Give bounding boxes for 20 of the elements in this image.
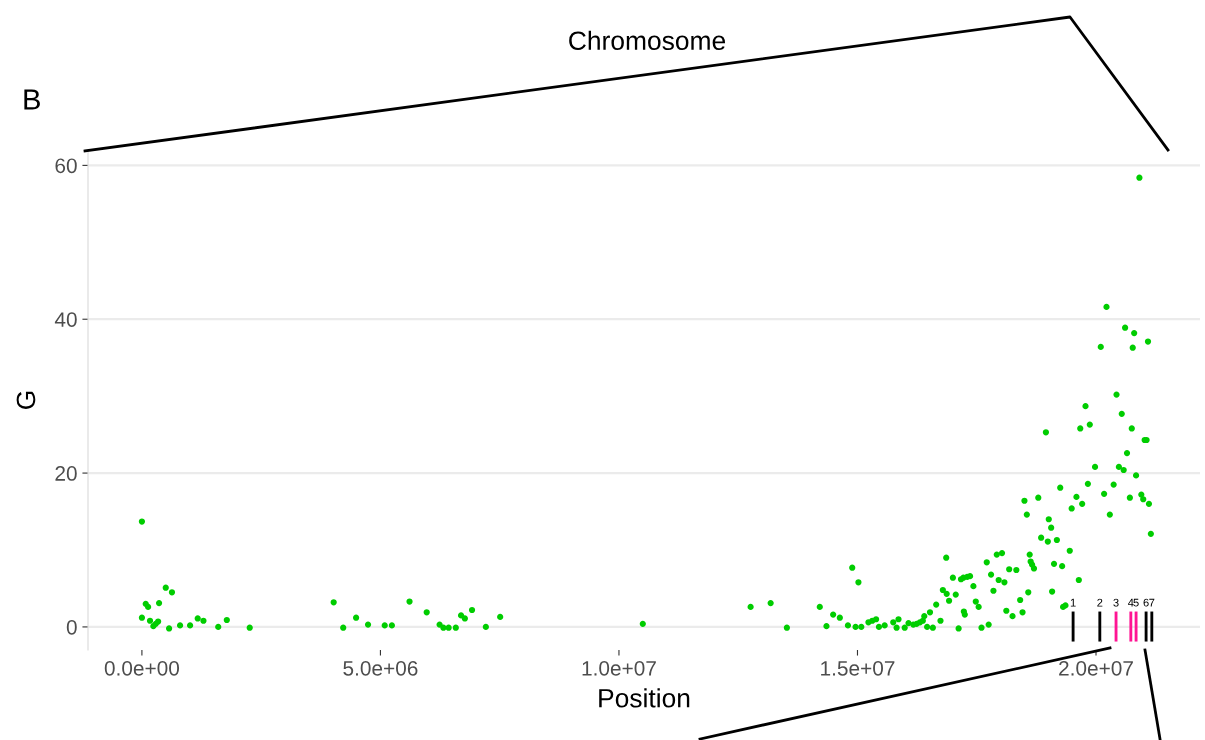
x-tick-label: 2.0e+07 [1059,660,1133,676]
x-tick-label: 5.0e+06 [343,660,418,676]
y-tick-label: 0 [66,619,77,635]
y-tick-label: 40 [54,312,77,327]
annotation: 7 [1149,598,1155,607]
x-tick-label: 1.5e+07 [821,660,895,676]
x-tick-label: 1.0e+07 [582,660,656,676]
annotation: 2 [1097,598,1103,607]
annotation: 6 [1143,598,1149,607]
text: B [24,89,40,110]
y-tick-label: 20 [55,466,77,481]
annotation: 1 [1070,598,1076,607]
y-axis-title: G [16,391,36,409]
annotation: 4 [1127,598,1134,607]
x-tick-label: 0.0e+00 [104,660,180,676]
text: Chromosome [569,30,726,51]
y-tick-label: 60 [55,158,77,174]
annotation: 5 [1133,598,1139,607]
x-axis-title: Position [599,688,690,708]
annotation: 3 [1113,598,1119,607]
